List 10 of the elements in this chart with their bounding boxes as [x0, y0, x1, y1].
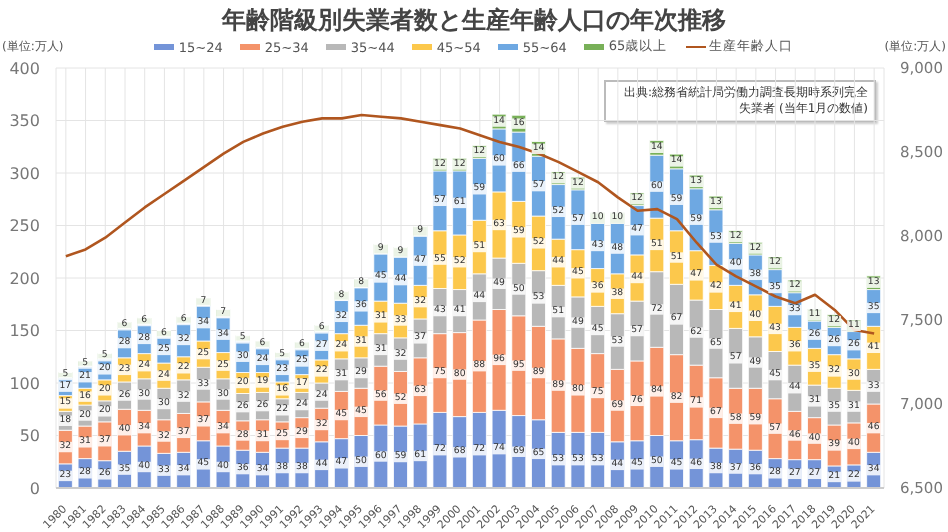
chart-title: 年齢階級別失業者数と生産年齢人口の年次推移 [219, 4, 728, 38]
y-tick-label: 200 [9, 269, 40, 288]
y-tick-label: 0 [29, 479, 40, 498]
y-tick-label: 300 [9, 164, 40, 183]
y-tick-label: 400 [9, 59, 40, 78]
y-tick-label: 50 [19, 427, 40, 446]
y-tick-label: 250 [9, 217, 40, 236]
y-tick-label: 350 [9, 112, 40, 131]
y-tick-label: 150 [9, 322, 40, 341]
y-tick-label: 100 [9, 374, 40, 393]
